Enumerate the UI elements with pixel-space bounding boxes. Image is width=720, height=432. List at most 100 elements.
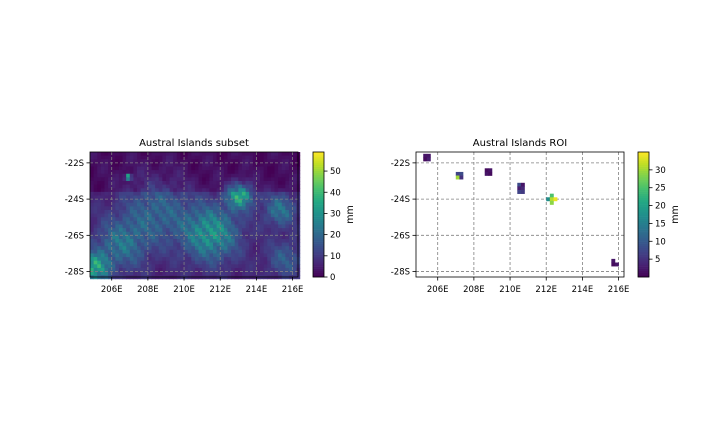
heatmap-cell <box>263 188 268 193</box>
heatmap-cell <box>256 180 261 186</box>
heatmap-cell <box>180 166 185 171</box>
heatmap-cell <box>129 173 134 178</box>
heatmap-cell <box>100 177 105 182</box>
heatmap-cell <box>281 213 286 218</box>
heatmap-cell <box>158 267 163 272</box>
heatmap-cell <box>147 159 152 164</box>
heatmap-cell <box>223 228 228 233</box>
heatmap-cell <box>263 209 268 214</box>
heatmap-cell <box>115 191 120 196</box>
heatmap-cell <box>104 199 109 204</box>
heatmap-cell <box>223 220 228 225</box>
heatmap-cell <box>216 202 221 207</box>
colorbar-segment <box>638 179 649 182</box>
heatmap-cell <box>115 267 120 272</box>
heatmap-cell <box>118 213 123 218</box>
heatmap-cell <box>180 188 185 193</box>
heatmap-cell <box>100 271 105 276</box>
heatmap-cell <box>274 209 279 214</box>
heatmap-cell <box>165 217 170 222</box>
heatmap-cell <box>155 271 160 276</box>
colorbar-segment <box>638 262 649 265</box>
heatmap-cell <box>108 206 113 211</box>
heatmap-cell <box>115 206 120 211</box>
heatmap-cell <box>234 199 239 204</box>
heatmap-cell <box>252 267 257 272</box>
heatmap-cell <box>158 249 163 254</box>
colorbar-segment <box>313 264 324 267</box>
heatmap-cell <box>252 170 257 175</box>
heatmap-cell <box>231 209 236 214</box>
heatmap-cell <box>104 231 109 236</box>
heatmap-cell <box>162 155 167 160</box>
heatmap-cell <box>278 199 283 204</box>
heatmap-cell <box>216 166 221 171</box>
heatmap-cell <box>115 257 120 262</box>
heatmap-cell <box>285 246 290 251</box>
heatmap-cell <box>260 271 265 276</box>
heatmap-cell <box>93 173 98 178</box>
heatmap-cell <box>151 199 156 204</box>
heatmap-cell <box>129 191 134 196</box>
x-tick-label: 206E <box>101 285 123 295</box>
heatmap-cell <box>187 249 192 254</box>
colorbar-segment <box>638 170 649 174</box>
heatmap-cell <box>184 242 189 247</box>
heatmap-cell <box>162 224 167 229</box>
colorbar-segment <box>313 235 324 238</box>
heatmap-cell <box>122 220 127 225</box>
colorbar-segment <box>638 227 649 230</box>
heatmap-cell <box>216 264 221 269</box>
heatmap-cell <box>129 257 134 262</box>
heatmap-cell <box>122 195 127 200</box>
colorbar-label: mm <box>345 205 356 224</box>
heatmap-cell <box>108 253 113 258</box>
heatmap-cell <box>184 166 189 171</box>
heatmap-cell <box>155 238 160 243</box>
heatmap-cell <box>285 260 290 265</box>
heatmap-cell <box>252 195 257 200</box>
heatmap-cell <box>285 267 290 272</box>
heatmap-cell <box>90 257 95 262</box>
heatmap-cell <box>238 271 243 276</box>
heatmap-cell <box>267 246 272 251</box>
heatmap-cell <box>144 260 149 265</box>
heatmap-cell <box>187 159 192 164</box>
y-tick-label: -28S <box>391 268 410 278</box>
heatmap-cell <box>281 271 286 276</box>
heatmap-cell <box>151 184 156 189</box>
heatmap-cell <box>162 242 167 247</box>
heatmap-cell <box>158 235 163 240</box>
heatmap-cell <box>216 253 221 258</box>
heatmap-cell <box>202 195 207 200</box>
heatmap-cell <box>234 217 239 222</box>
heatmap-cell <box>231 173 236 178</box>
heatmap-cell <box>133 231 138 236</box>
heatmap-cell <box>122 152 127 157</box>
heatmap-cell <box>97 228 102 233</box>
colorbar-segment <box>313 158 324 161</box>
colorbar-segment <box>313 224 324 228</box>
heatmap-cell <box>165 238 170 243</box>
colorbar-segment <box>313 179 324 182</box>
heatmap-cell <box>126 155 131 160</box>
heatmap-cell <box>270 209 275 214</box>
heatmap-cell <box>274 249 279 254</box>
heatmap-cell <box>249 155 254 160</box>
heatmap-cell <box>288 195 293 200</box>
heatmap-cell <box>256 177 261 182</box>
heatmap-cell <box>234 202 239 207</box>
heatmap-cell <box>162 249 167 254</box>
heatmap-cell <box>278 260 283 265</box>
heatmap-cell <box>292 260 297 265</box>
heatmap-cell <box>227 246 232 251</box>
heatmap-cell <box>194 246 199 251</box>
heatmap-cell <box>140 209 145 214</box>
heatmap-cell <box>281 257 286 262</box>
heatmap-cell <box>122 257 127 262</box>
heatmap-cell <box>100 180 105 186</box>
heatmap-cell <box>151 228 156 233</box>
roi-cell <box>484 171 489 176</box>
heatmap-cell <box>165 213 170 218</box>
